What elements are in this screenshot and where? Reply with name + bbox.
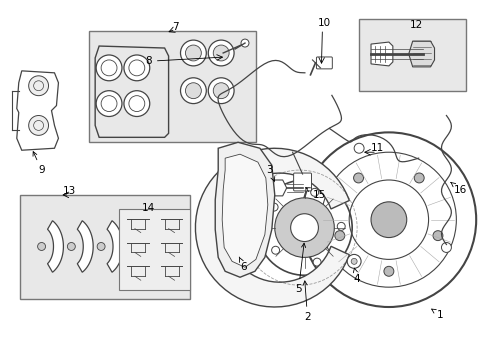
Circle shape: [351, 258, 357, 264]
Circle shape: [96, 91, 122, 117]
Circle shape: [311, 188, 319, 196]
FancyBboxPatch shape: [20, 195, 191, 299]
FancyBboxPatch shape: [294, 173, 312, 191]
Text: 15: 15: [306, 188, 326, 200]
Circle shape: [271, 246, 280, 254]
Circle shape: [354, 173, 364, 183]
FancyBboxPatch shape: [89, 31, 256, 142]
Polygon shape: [48, 221, 63, 272]
Text: 16: 16: [451, 182, 467, 195]
Circle shape: [335, 231, 345, 240]
Text: 9: 9: [33, 152, 45, 175]
Circle shape: [384, 266, 394, 276]
Circle shape: [337, 222, 345, 230]
Text: 2: 2: [303, 281, 311, 322]
Circle shape: [371, 202, 407, 238]
Text: 3: 3: [267, 165, 275, 181]
Text: 13: 13: [63, 186, 76, 196]
Circle shape: [180, 40, 206, 66]
Polygon shape: [271, 180, 287, 196]
Text: 1: 1: [432, 309, 444, 320]
Polygon shape: [371, 42, 393, 66]
Circle shape: [313, 258, 321, 266]
Circle shape: [354, 143, 364, 153]
Circle shape: [124, 55, 150, 81]
Circle shape: [213, 45, 229, 61]
Circle shape: [185, 45, 201, 61]
Text: 11: 11: [370, 143, 384, 153]
Circle shape: [241, 39, 249, 47]
Circle shape: [433, 231, 443, 240]
Circle shape: [124, 91, 150, 117]
Circle shape: [96, 55, 122, 81]
Text: 7: 7: [172, 22, 179, 32]
Polygon shape: [107, 221, 123, 272]
Text: 6: 6: [239, 257, 247, 272]
Circle shape: [291, 214, 318, 242]
Circle shape: [347, 255, 361, 268]
Circle shape: [208, 78, 234, 104]
Circle shape: [68, 243, 75, 251]
Circle shape: [185, 83, 201, 99]
Circle shape: [275, 198, 334, 257]
Circle shape: [441, 243, 451, 252]
Circle shape: [414, 173, 424, 183]
Circle shape: [97, 243, 105, 251]
Text: 14: 14: [142, 203, 155, 213]
Polygon shape: [222, 154, 268, 267]
Text: 5: 5: [295, 243, 306, 294]
Text: 12: 12: [410, 20, 423, 30]
Polygon shape: [409, 41, 435, 67]
Circle shape: [29, 76, 49, 96]
Polygon shape: [215, 142, 275, 277]
FancyBboxPatch shape: [317, 57, 332, 69]
Circle shape: [208, 40, 234, 66]
Text: 4: 4: [353, 268, 361, 284]
Circle shape: [29, 116, 49, 135]
Circle shape: [213, 83, 229, 99]
FancyBboxPatch shape: [119, 209, 191, 290]
Polygon shape: [196, 148, 349, 307]
FancyBboxPatch shape: [359, 19, 466, 91]
Polygon shape: [77, 221, 93, 272]
Circle shape: [180, 78, 206, 104]
Text: 10: 10: [318, 18, 331, 28]
Circle shape: [38, 243, 46, 251]
Polygon shape: [17, 71, 58, 150]
Text: 8: 8: [146, 56, 152, 66]
Circle shape: [270, 203, 278, 211]
